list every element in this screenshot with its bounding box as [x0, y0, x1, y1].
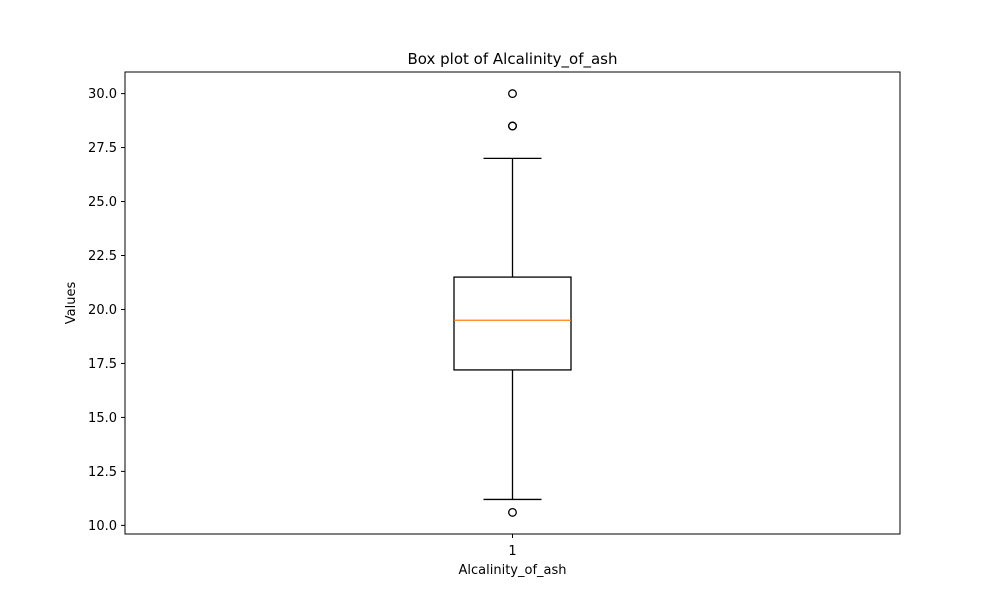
y-axis-label: Values: [64, 282, 79, 325]
y-tick-label: 20.0: [88, 303, 117, 318]
box-iqr: [453, 276, 572, 371]
y-tick-label: 30.0: [88, 87, 117, 102]
x-axis: 1: [508, 534, 517, 559]
y-tick-label: 25.0: [88, 195, 117, 210]
x-axis-label: Alcalinity_of_ash: [459, 563, 567, 578]
y-tick-label: 27.5: [88, 141, 117, 156]
chart-title: Box plot of Alcalinity_of_ash: [408, 50, 618, 69]
outlier-point: [508, 89, 517, 99]
x-tick-label: 1: [508, 544, 516, 559]
outlier-point: [508, 507, 517, 517]
y-tick-label: 10.0: [88, 519, 117, 534]
y-tick-label: 22.5: [88, 249, 117, 264]
outlier-point: [508, 121, 517, 131]
y-tick-label: 12.5: [88, 465, 117, 480]
y-axis: 10.0 12.5 15.0 17.5 20.0 22.5 25.0 27.5 30.0: [88, 87, 125, 534]
y-tick-label: 17.5: [88, 357, 117, 372]
y-tick-label: 15.0: [88, 411, 117, 426]
plot-area: [453, 89, 572, 517]
